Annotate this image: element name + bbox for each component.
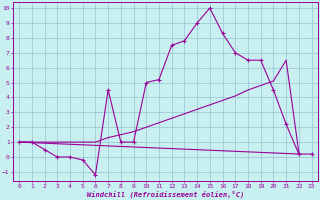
X-axis label: Windchill (Refroidissement éolien,°C): Windchill (Refroidissement éolien,°C)	[87, 190, 244, 198]
